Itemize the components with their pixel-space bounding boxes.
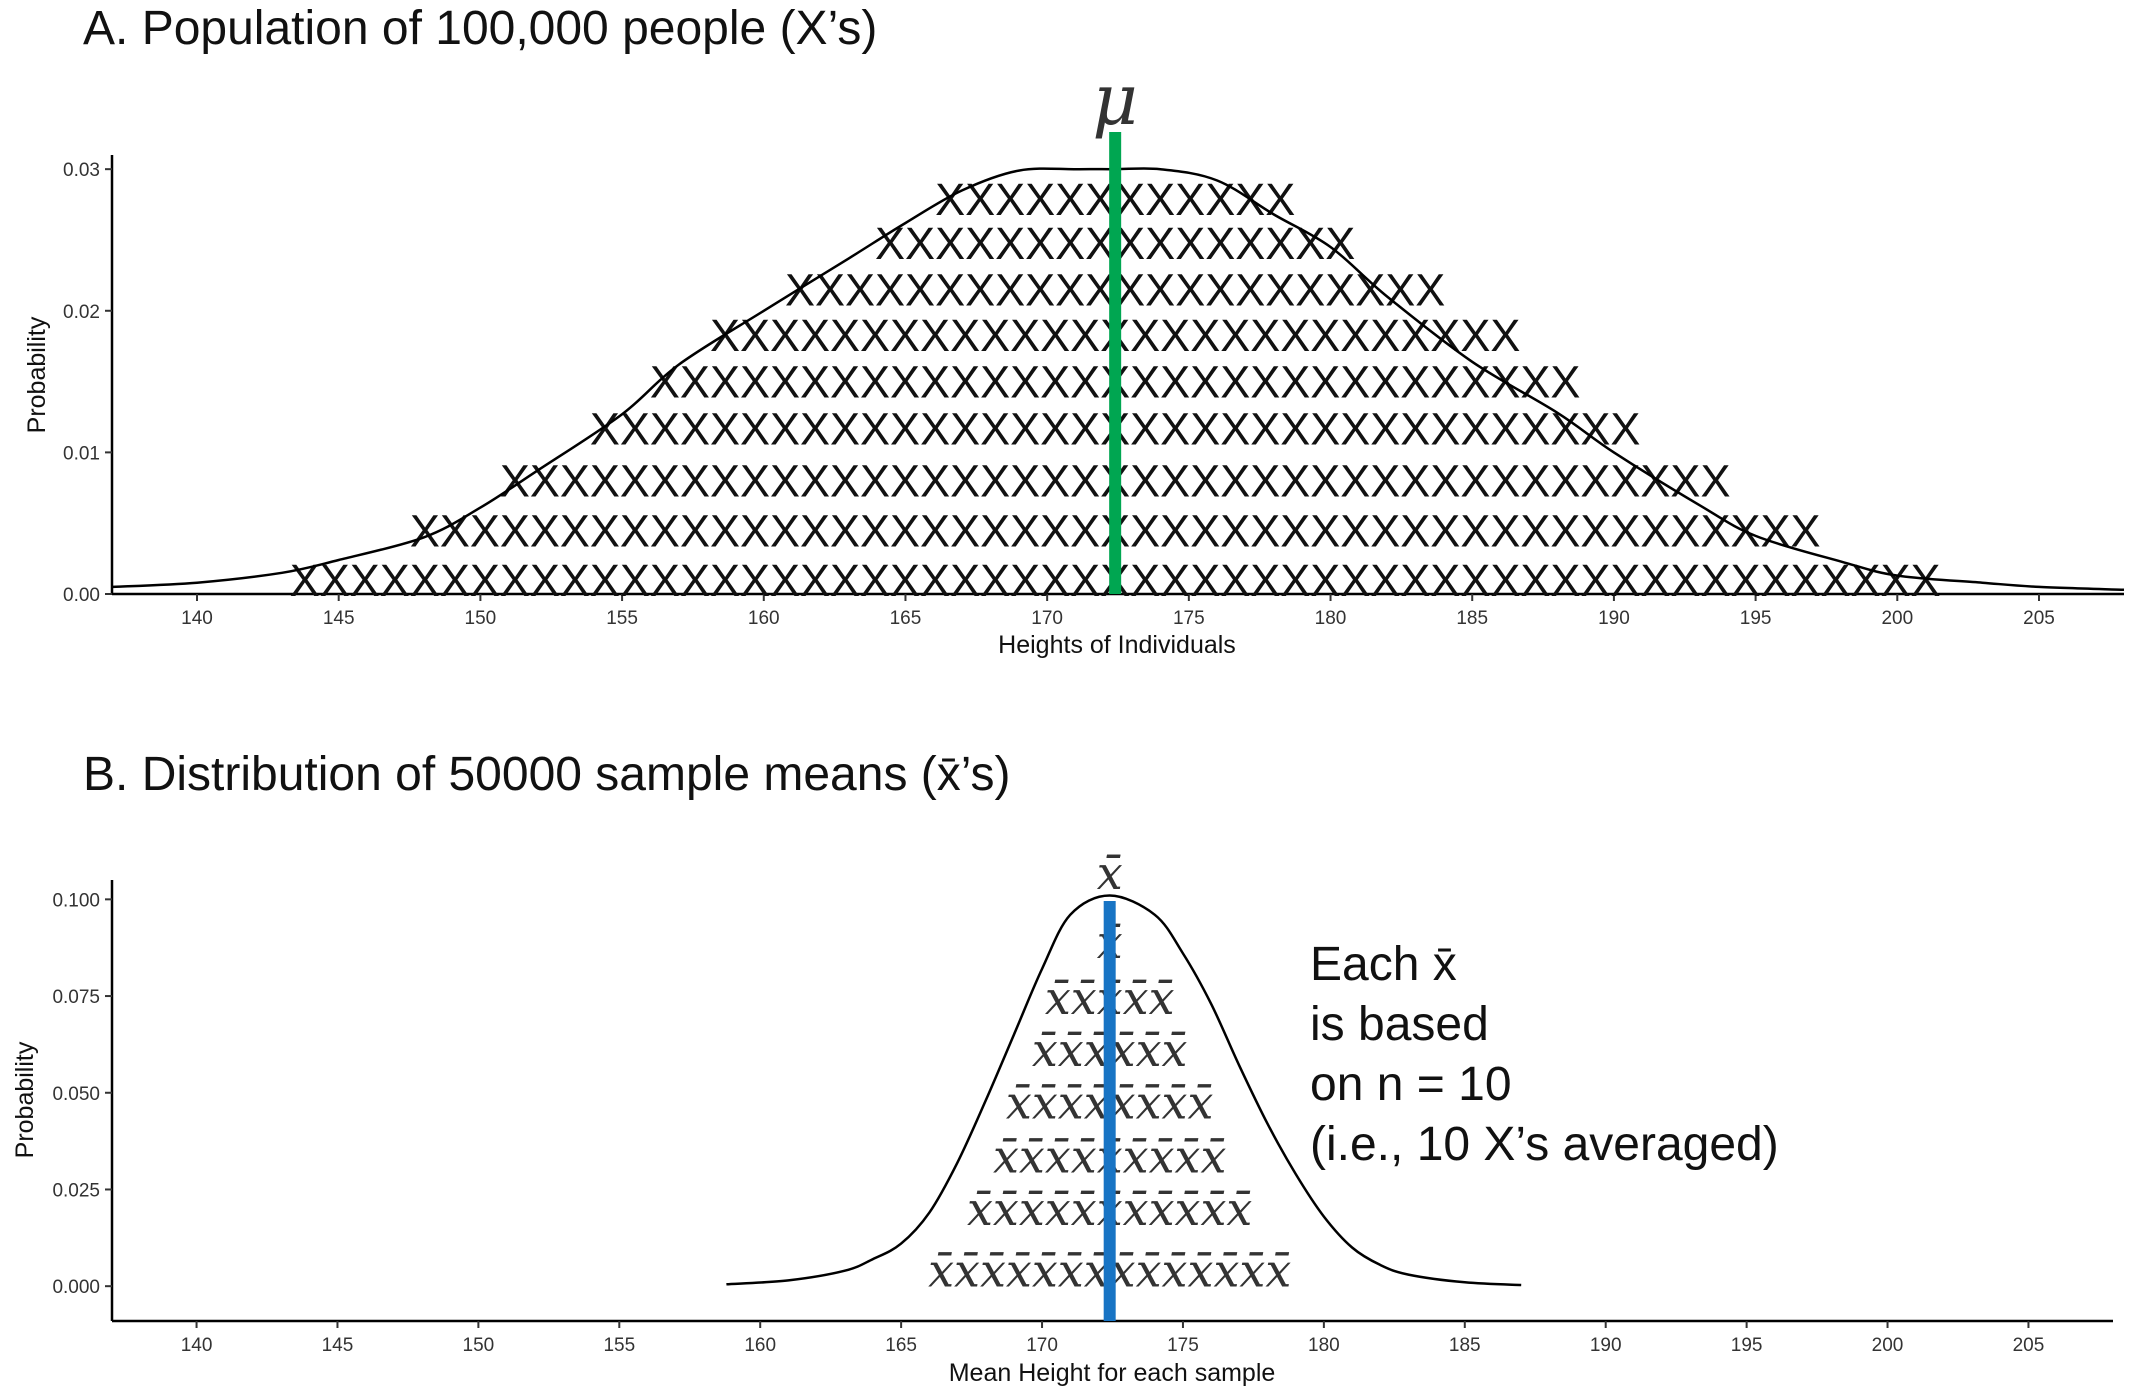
panel-a-plot: 140 145 150 155 160 165 170 175 180 185 190 195 200 2… bbox=[63, 59, 2125, 629]
annotation-line-1: Each x̄ bbox=[1310, 938, 1457, 991]
panel-b-xlabel: Mean Height for each sample bbox=[949, 1359, 1276, 1387]
x-tick-label: 170 bbox=[1031, 608, 1063, 629]
x-tick-label: 195 bbox=[1731, 1335, 1763, 1356]
x-tick-label: 145 bbox=[322, 1335, 354, 1356]
x-tick-label: 175 bbox=[1173, 608, 1205, 629]
panel-a-title: A. Population of 100,000 people (X’s) bbox=[83, 2, 877, 55]
panel-a-xlabel: Heights of Individuals bbox=[998, 631, 1236, 659]
panel-b-title: B. Distribution of 50000 sample means (x… bbox=[83, 748, 1011, 801]
y-tick-label: 0.075 bbox=[52, 987, 100, 1008]
panel-b: B. Distribution of 50000 sample means (x… bbox=[11, 748, 2113, 1387]
x-tick-label: 180 bbox=[1315, 608, 1347, 629]
x-tick-label: 150 bbox=[465, 608, 497, 629]
reference-line-label: x̄̄ bbox=[1097, 846, 1123, 900]
x-tick-label: 160 bbox=[748, 608, 780, 629]
annotation-line-3: on n = 10 bbox=[1310, 1058, 1512, 1111]
x-tick-label: 155 bbox=[603, 1335, 635, 1356]
x-tick-label: 180 bbox=[1308, 1335, 1340, 1356]
x-tick-label: 145 bbox=[323, 608, 355, 629]
y-tick-label: 0.025 bbox=[52, 1180, 100, 1201]
x-tick-label: 165 bbox=[890, 608, 922, 629]
x-tick-label: 205 bbox=[2013, 1335, 2045, 1356]
panel-b-annotation: Each x̄ is based on n = 10 (i.e., 10 X’s… bbox=[1310, 938, 1779, 1171]
x-tick-label: 160 bbox=[744, 1335, 776, 1356]
x-tick-label: 170 bbox=[1026, 1335, 1058, 1356]
x-tick-label: 185 bbox=[1449, 1335, 1481, 1356]
x-tick-label: 190 bbox=[1598, 608, 1630, 629]
x-tick-label: 150 bbox=[463, 1335, 495, 1356]
x-tick-label: 185 bbox=[1456, 608, 1488, 629]
reference-line-label: μ bbox=[1092, 59, 1138, 141]
y-tick-label: 0.100 bbox=[52, 890, 100, 911]
panel-a-ylabel: Probability bbox=[23, 316, 51, 433]
x-tick-label: 205 bbox=[2023, 608, 2055, 629]
y-tick-label: 0.00 bbox=[63, 585, 100, 606]
y-tick-label: 0.02 bbox=[63, 302, 100, 323]
annotation-line-2: is based bbox=[1310, 998, 1489, 1051]
x-tick-label: 195 bbox=[1740, 608, 1772, 629]
y-tick-label: 0.03 bbox=[63, 160, 100, 181]
panel-a: A. Population of 100,000 people (X’s) Pr… bbox=[23, 2, 2125, 659]
y-tick-label: 0.01 bbox=[63, 443, 100, 464]
x-tick-label: 190 bbox=[1590, 1335, 1622, 1356]
x-tick-label: 155 bbox=[606, 608, 638, 629]
x-tick-label: 200 bbox=[1872, 1335, 1904, 1356]
x-tick-label: 140 bbox=[181, 1335, 213, 1356]
panel-b-ylabel: Probability bbox=[11, 1041, 39, 1158]
annotation-line-4: (i.e., 10 X’s averaged) bbox=[1310, 1118, 1779, 1171]
x-tick-label: 165 bbox=[885, 1335, 917, 1356]
y-tick-label: 0.000 bbox=[52, 1277, 100, 1298]
x-tick-label: 175 bbox=[1167, 1335, 1199, 1356]
panel-b-plot: 140 145 150 155 160 165 170 175 180 185 190 195 200 2… bbox=[52, 846, 2113, 1356]
x-tick-label: 140 bbox=[181, 608, 213, 629]
y-tick-label: 0.050 bbox=[52, 1084, 100, 1105]
density-curve bbox=[726, 894, 1522, 1287]
x-tick-label: 200 bbox=[1881, 608, 1913, 629]
